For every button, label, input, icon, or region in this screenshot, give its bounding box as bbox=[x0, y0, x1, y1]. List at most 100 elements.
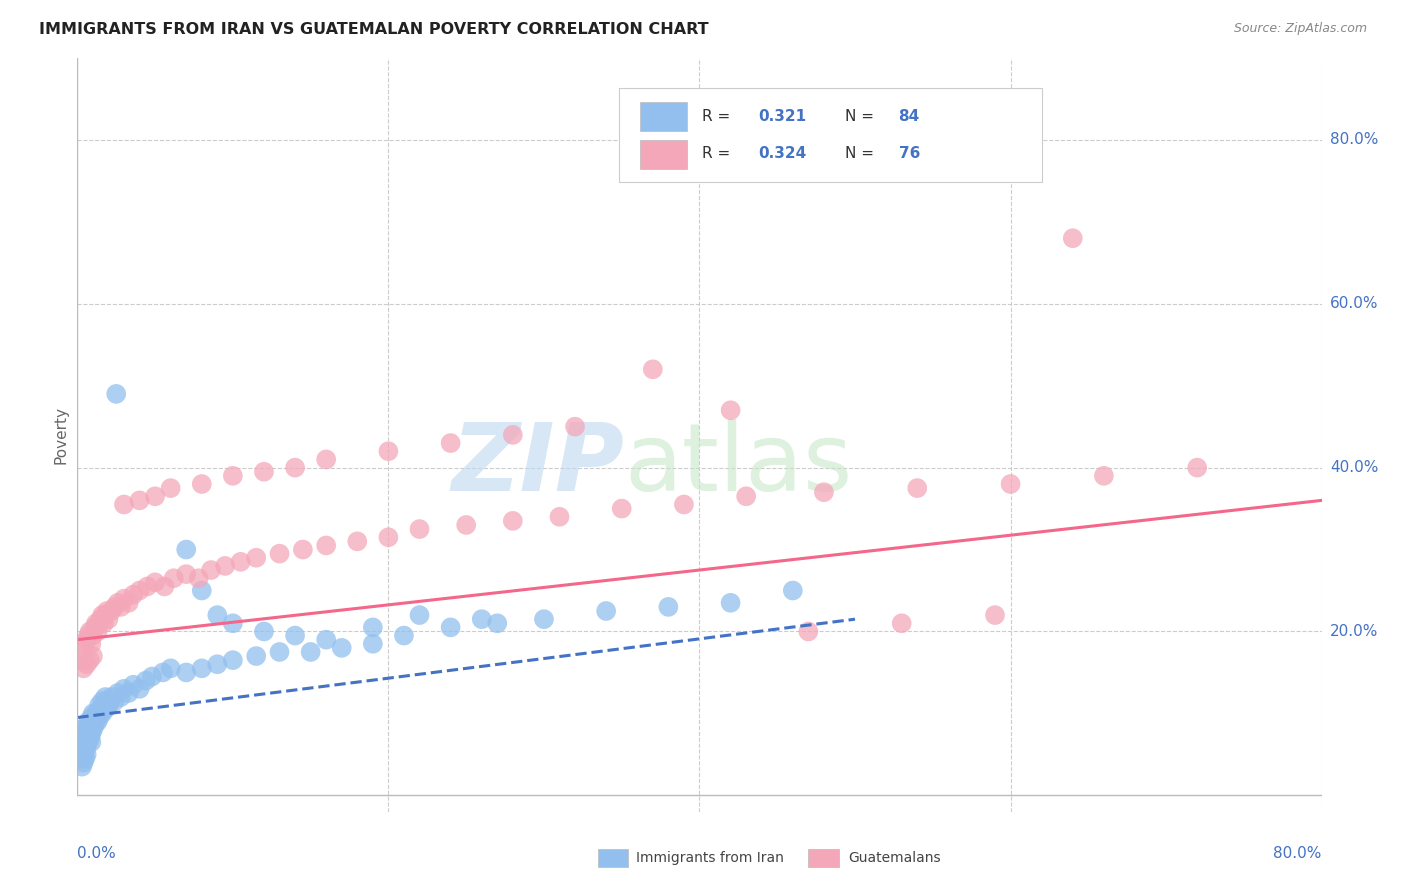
Point bbox=[75, 751, 97, 765]
Point bbox=[190, 583, 214, 598]
Point bbox=[174, 567, 197, 582]
Text: Immigrants from Iran: Immigrants from Iran bbox=[636, 851, 783, 865]
Point bbox=[174, 542, 197, 557]
Point bbox=[315, 452, 337, 467]
Point bbox=[361, 637, 384, 651]
Point bbox=[122, 678, 145, 692]
Text: Guatemalans: Guatemalans bbox=[848, 851, 941, 865]
Point bbox=[136, 579, 159, 593]
Text: 0.321: 0.321 bbox=[758, 109, 806, 123]
Point bbox=[610, 501, 633, 516]
Point bbox=[595, 604, 617, 618]
Point bbox=[797, 624, 820, 639]
Point bbox=[75, 727, 97, 741]
Point bbox=[94, 608, 117, 623]
Point bbox=[1185, 460, 1208, 475]
Point bbox=[80, 735, 103, 749]
Point bbox=[1000, 477, 1022, 491]
Point bbox=[82, 629, 104, 643]
Point bbox=[97, 698, 120, 713]
Point bbox=[135, 673, 157, 688]
Point bbox=[641, 362, 664, 376]
Text: ZIP: ZIP bbox=[451, 419, 624, 511]
Text: 80.0%: 80.0% bbox=[1274, 846, 1322, 861]
Point bbox=[163, 571, 186, 585]
Point bbox=[284, 460, 307, 475]
Point bbox=[245, 550, 267, 565]
Point bbox=[72, 747, 94, 762]
Point bbox=[159, 481, 181, 495]
Point bbox=[890, 616, 912, 631]
Point bbox=[72, 731, 94, 745]
Point bbox=[105, 387, 128, 401]
FancyBboxPatch shape bbox=[619, 88, 1042, 182]
Point bbox=[110, 690, 132, 704]
Point bbox=[69, 751, 91, 765]
Point bbox=[80, 710, 103, 724]
Point bbox=[299, 645, 322, 659]
Point bbox=[87, 710, 110, 724]
Point bbox=[456, 518, 478, 533]
Point bbox=[70, 759, 93, 773]
Point bbox=[93, 698, 115, 713]
Point bbox=[439, 436, 461, 450]
Point bbox=[91, 608, 114, 623]
Point bbox=[222, 468, 245, 483]
Point bbox=[90, 702, 112, 716]
Point bbox=[112, 591, 135, 606]
Point bbox=[502, 514, 524, 528]
Point bbox=[330, 640, 353, 655]
Point bbox=[104, 599, 127, 614]
Point bbox=[80, 637, 103, 651]
Point bbox=[70, 653, 93, 667]
Point bbox=[174, 665, 197, 680]
Point bbox=[502, 427, 524, 442]
Point bbox=[1092, 468, 1115, 483]
Point bbox=[72, 661, 94, 675]
Point bbox=[83, 620, 105, 634]
Point bbox=[122, 588, 145, 602]
Text: 84: 84 bbox=[898, 109, 920, 123]
Point bbox=[76, 632, 98, 647]
Point bbox=[377, 530, 399, 544]
Point bbox=[118, 596, 141, 610]
Point bbox=[82, 723, 104, 737]
FancyBboxPatch shape bbox=[640, 140, 688, 169]
Point bbox=[735, 489, 758, 503]
Point bbox=[159, 661, 181, 675]
Point bbox=[76, 739, 98, 754]
Point bbox=[87, 616, 110, 631]
Text: atlas: atlas bbox=[624, 419, 853, 511]
Point bbox=[83, 719, 105, 733]
Point bbox=[564, 419, 586, 434]
Point bbox=[79, 653, 101, 667]
Point bbox=[548, 509, 571, 524]
Point bbox=[143, 489, 166, 503]
Point bbox=[91, 694, 114, 708]
Point bbox=[94, 702, 117, 716]
Point bbox=[100, 604, 122, 618]
Point bbox=[82, 706, 104, 721]
Point bbox=[533, 612, 555, 626]
Point bbox=[75, 637, 97, 651]
Point bbox=[76, 731, 98, 745]
Point bbox=[128, 681, 150, 696]
Point bbox=[72, 645, 94, 659]
Point bbox=[222, 653, 245, 667]
Point bbox=[77, 714, 100, 729]
Point bbox=[377, 444, 399, 458]
Point bbox=[76, 657, 98, 672]
Point bbox=[77, 629, 100, 643]
Point bbox=[229, 555, 252, 569]
Point bbox=[70, 743, 93, 757]
Text: 40.0%: 40.0% bbox=[1330, 460, 1378, 475]
Point bbox=[905, 481, 928, 495]
Point bbox=[439, 620, 461, 634]
Point bbox=[284, 629, 307, 643]
Point bbox=[128, 493, 150, 508]
Point bbox=[187, 571, 209, 585]
Point bbox=[253, 624, 276, 639]
Point bbox=[152, 665, 174, 680]
Point bbox=[291, 542, 314, 557]
Point bbox=[87, 698, 110, 713]
